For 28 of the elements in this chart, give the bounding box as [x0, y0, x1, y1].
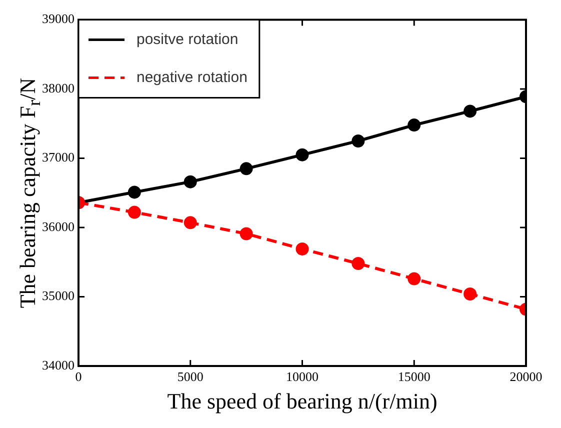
point [240, 162, 253, 176]
legend-label: positve rotation [136, 30, 238, 48]
y-tick-label: 37000 [42, 150, 74, 165]
point [128, 206, 141, 219]
point [296, 148, 309, 162]
x-axis-title: The speed of bearing n/(r/min) [167, 388, 438, 414]
x-tick-label: 20000 [510, 369, 542, 384]
point [464, 287, 477, 300]
point [184, 175, 197, 188]
point [240, 227, 253, 240]
x-tick-label: 0 [75, 369, 82, 384]
point [184, 216, 197, 230]
point [352, 134, 365, 148]
y-tick-label: 38000 [42, 80, 74, 96]
point [408, 118, 421, 132]
y-tick-label: 34000 [42, 357, 74, 372]
x-tick-label: 15000 [398, 369, 430, 384]
y-tick-label: 36000 [42, 218, 74, 234]
y-tick-label: 39000 [42, 11, 74, 26]
x-tick-label: 5000 [177, 369, 204, 384]
point [296, 242, 309, 256]
legend-label: negative rotation [136, 68, 248, 86]
point [128, 186, 141, 199]
y-tick-label: 35000 [42, 288, 74, 304]
point [352, 257, 365, 270]
x-tick-label: 10000 [286, 369, 318, 384]
point [464, 104, 477, 118]
point [408, 272, 421, 286]
